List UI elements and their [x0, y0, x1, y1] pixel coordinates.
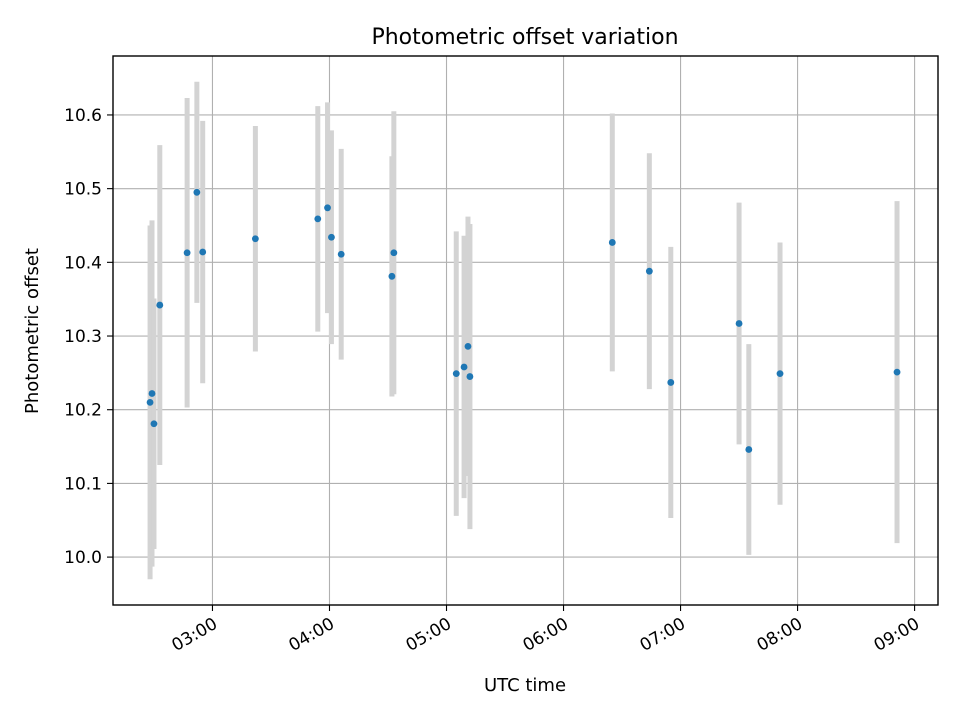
data-point	[251, 235, 259, 243]
data-point	[156, 301, 164, 309]
data-point	[183, 249, 191, 257]
data-point	[667, 379, 675, 386]
y-axis-label: Photometric offset	[22, 248, 43, 414]
data-point	[388, 272, 396, 280]
data-point	[324, 204, 331, 212]
x-axis-label: UTC time	[484, 675, 566, 696]
y-tick-label: 10.5	[64, 180, 102, 200]
data-point	[608, 239, 616, 246]
y-tick-label: 10.4	[64, 253, 102, 273]
data-point	[199, 248, 207, 256]
data-point	[337, 250, 345, 258]
y-tick-label: 10.0	[64, 548, 102, 568]
data-point	[745, 446, 753, 453]
data-point	[735, 320, 743, 327]
data-point	[193, 188, 201, 196]
data-point	[390, 249, 398, 257]
data-point	[148, 390, 156, 397]
y-tick-label: 10.1	[64, 474, 102, 494]
y-tick-label: 10.6	[64, 106, 102, 126]
grid	[113, 56, 938, 605]
data-point	[776, 370, 784, 378]
y-tick-label: 10.3	[64, 327, 102, 347]
data-point	[464, 342, 472, 350]
plot-frame	[112, 55, 939, 606]
data-point	[460, 363, 468, 371]
data-point	[645, 267, 653, 275]
data-points	[146, 188, 901, 453]
data-point	[314, 215, 322, 223]
data-point	[893, 368, 901, 376]
data-point	[452, 370, 460, 378]
data-point	[328, 233, 335, 241]
data-point	[146, 398, 154, 406]
chart-title: Photometric offset variation	[371, 25, 678, 50]
data-point	[466, 373, 474, 380]
y-tick-label: 10.2	[64, 401, 102, 421]
data-point	[150, 420, 158, 428]
